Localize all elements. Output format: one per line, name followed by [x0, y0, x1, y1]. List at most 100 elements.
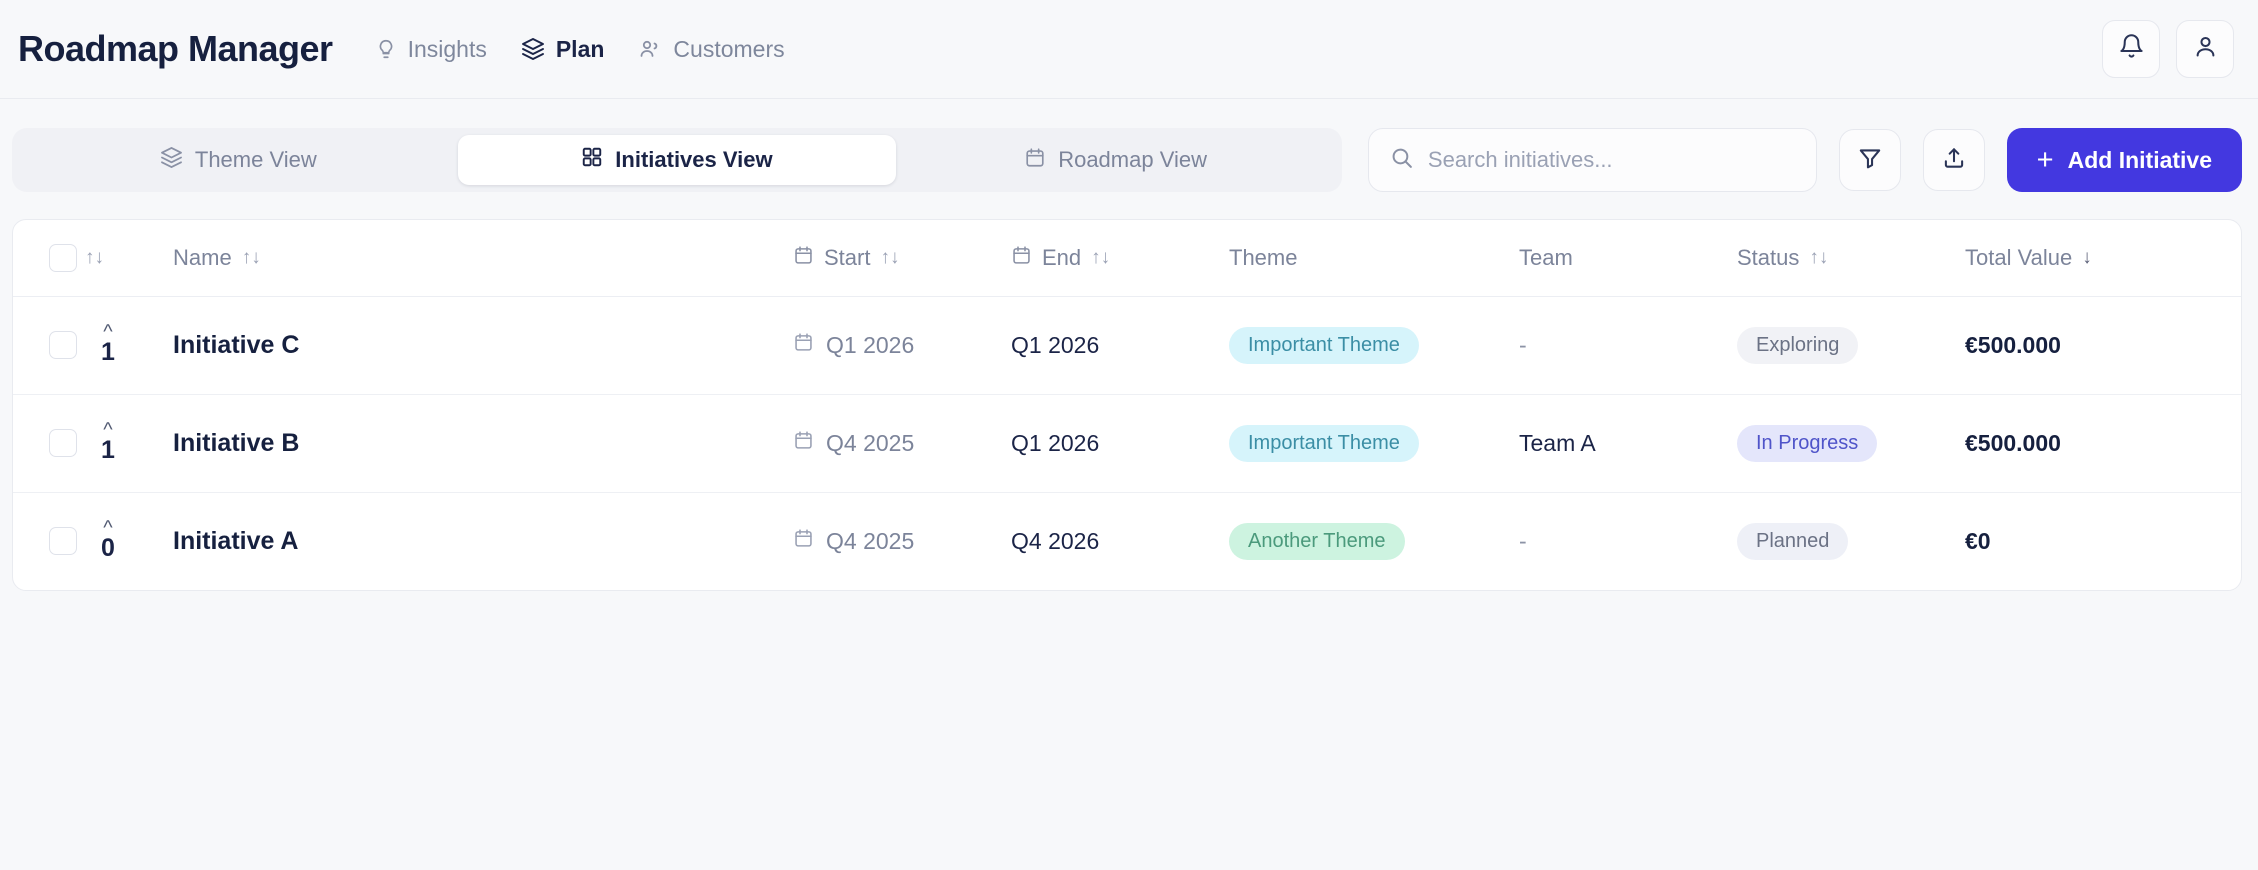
- column-end[interactable]: End ↑↓: [1011, 220, 1229, 297]
- row-checkbox[interactable]: [49, 527, 77, 556]
- rank-value: 0: [101, 533, 115, 562]
- nav-item-customers[interactable]: Customers: [638, 35, 785, 63]
- initiatives-table: ↑↓ Name ↑↓: [13, 220, 2241, 590]
- nav-item-insights[interactable]: Insights: [375, 36, 487, 63]
- row-theme-cell: Important Theme: [1229, 296, 1519, 395]
- sort-icon[interactable]: ↑↓: [85, 247, 104, 269]
- row-rank-cell: ^ 1: [85, 296, 173, 395]
- row-total-value-cell: €0: [1965, 492, 2241, 590]
- tab-theme-view[interactable]: Theme View: [19, 135, 458, 185]
- row-rank-cell: ^ 1: [85, 394, 173, 493]
- calendar-icon: [793, 527, 814, 555]
- row-checkbox[interactable]: [49, 331, 77, 359]
- chevron-up-icon[interactable]: ^: [103, 516, 113, 539]
- lightbulb-icon: [375, 37, 397, 61]
- chevron-up-icon[interactable]: ^: [103, 418, 113, 441]
- column-name[interactable]: Name ↑↓: [173, 220, 793, 297]
- table-body: ^ 1 Initiative C Q1 2026 Q1 2026 Important Th…: [13, 296, 2241, 590]
- grid-icon: [581, 146, 603, 174]
- row-status-cell: Exploring: [1737, 296, 1965, 395]
- nav-item-customers-label: Customers: [673, 35, 785, 62]
- bell-icon: [2118, 33, 2145, 65]
- row-team-cell: -: [1519, 296, 1737, 395]
- sort-icon[interactable]: ↑↓: [1091, 247, 1111, 269]
- filter-button[interactable]: [1839, 129, 1902, 191]
- rank-stepper[interactable]: ^ 0: [85, 516, 131, 562]
- rank-value: 1: [101, 337, 115, 366]
- view-switcher: Theme View Initiatives View Roadmap View: [12, 128, 1342, 192]
- table-row[interactable]: ^ 1 Initiative B Q4 2025 Q1 2026 Important Th…: [13, 394, 2241, 493]
- column-rank[interactable]: ↑↓: [85, 220, 173, 297]
- column-start-label: Start: [824, 244, 871, 270]
- search-input[interactable]: Search initiatives...: [1367, 128, 1818, 192]
- column-team-label: Team: [1519, 244, 1573, 270]
- tab-roadmap-view[interactable]: Roadmap View: [896, 135, 1335, 185]
- column-start[interactable]: Start ↑↓: [793, 220, 1011, 297]
- app-title: Roadmap Manager: [18, 28, 333, 69]
- calendar-icon: [793, 429, 814, 457]
- row-name-cell: Initiative C: [173, 296, 793, 395]
- team-value: -: [1519, 331, 1527, 358]
- column-total-value-label: Total Value: [1965, 244, 2073, 270]
- sort-desc-icon[interactable]: ↓: [2082, 247, 2092, 269]
- users-icon: [638, 37, 662, 61]
- tab-initiatives-view[interactable]: Initiatives View: [457, 135, 897, 185]
- column-name-label: Name: [173, 244, 232, 270]
- chevron-up-icon[interactable]: ^: [103, 320, 113, 343]
- row-team-cell: Team A: [1519, 394, 1737, 493]
- nav-item-plan-label: Plan: [555, 35, 605, 62]
- row-theme-cell: Important Theme: [1229, 394, 1519, 493]
- table-row[interactable]: ^ 0 Initiative A Q4 2025 Q4 2026 Another Them…: [13, 492, 2241, 590]
- plus-icon: +: [2036, 143, 2054, 176]
- column-status[interactable]: Status ↑↓: [1737, 220, 1965, 297]
- row-start-cell: Q1 2026: [793, 296, 1011, 395]
- export-button[interactable]: [1923, 129, 1985, 191]
- notifications-button[interactable]: [2102, 20, 2160, 78]
- nav-item-plan[interactable]: Plan: [521, 35, 605, 63]
- column-team: Team: [1519, 220, 1737, 297]
- sort-icon[interactable]: ↑↓: [1809, 247, 1829, 269]
- row-checkbox[interactable]: [49, 429, 77, 457]
- column-status-label: Status: [1737, 244, 1800, 270]
- account-button[interactable]: [2176, 20, 2234, 78]
- initiatives-table-card: ↑↓ Name ↑↓: [12, 219, 2242, 591]
- calendar-icon: [1011, 244, 1032, 272]
- theme-badge: Important Theme: [1229, 424, 1419, 462]
- row-name-cell: Initiative A: [173, 492, 793, 590]
- tab-theme-view-label: Theme View: [194, 147, 317, 172]
- row-end-cell: Q1 2026: [1011, 394, 1229, 493]
- end-date: Q1 2026: [1011, 429, 1100, 456]
- table-header-row: ↑↓ Name ↑↓: [13, 220, 2241, 297]
- rank-stepper[interactable]: ^ 1: [85, 418, 131, 463]
- sort-icon[interactable]: ↑↓: [241, 247, 261, 269]
- row-rank-cell: ^ 0: [85, 492, 173, 590]
- status-badge: Exploring: [1737, 326, 1859, 364]
- status-badge: In Progress: [1737, 424, 1878, 462]
- row-theme-cell: Another Theme: [1229, 492, 1519, 590]
- start-date: Q4 2025: [826, 429, 915, 456]
- toolbar: Theme View Initiatives View Roadmap View: [0, 99, 2258, 192]
- calendar-icon: [793, 331, 814, 359]
- team-value: -: [1519, 527, 1527, 554]
- sort-icon[interactable]: ↑↓: [880, 247, 900, 269]
- theme-badge: Important Theme: [1229, 326, 1419, 364]
- search-placeholder: Search initiatives...: [1427, 147, 1613, 172]
- initiative-name: Initiative C: [173, 330, 300, 359]
- start-date: Q1 2026: [826, 331, 915, 358]
- row-end-cell: Q1 2026: [1011, 296, 1229, 395]
- end-date: Q4 2026: [1011, 527, 1100, 554]
- start-date: Q4 2025: [826, 527, 915, 554]
- upload-icon: [1941, 145, 1967, 176]
- status-badge: Planned: [1737, 522, 1849, 560]
- select-all-checkbox[interactable]: [49, 243, 77, 272]
- column-total-value[interactable]: Total Value ↓: [1965, 220, 2241, 297]
- table-row[interactable]: ^ 1 Initiative C Q1 2026 Q1 2026 Important Th…: [13, 296, 2241, 395]
- row-end-cell: Q4 2026: [1011, 492, 1229, 590]
- add-initiative-button[interactable]: + Add Initiative: [2006, 128, 2243, 192]
- row-start-cell: Q4 2025: [793, 394, 1011, 493]
- column-select-all: [13, 220, 85, 297]
- rank-stepper[interactable]: ^ 1: [85, 320, 131, 366]
- end-date: Q1 2026: [1011, 331, 1100, 358]
- row-select-cell: [13, 296, 85, 395]
- calendar-icon: [793, 244, 814, 272]
